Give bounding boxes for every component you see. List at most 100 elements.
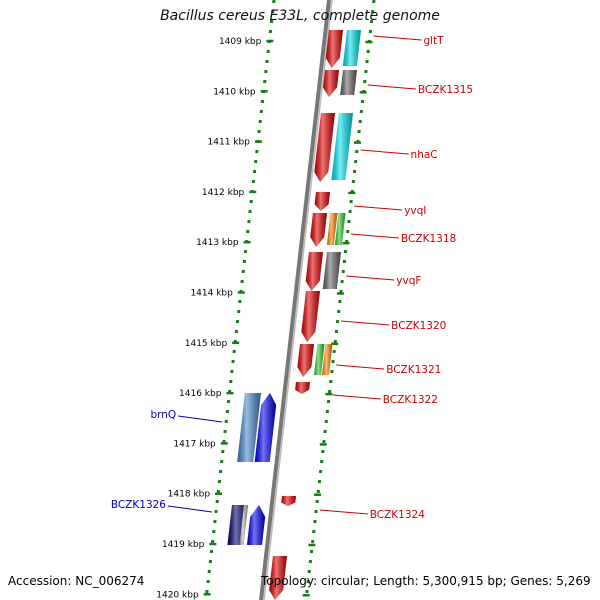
- right-genes: gltT BCZK1315 nhaC yvqI BCZK1318 yvqF BCZK1320…: [269, 30, 473, 600]
- gene-shine: [254, 393, 277, 462]
- gene-shine: [246, 505, 266, 545]
- track-shine: [340, 70, 357, 95]
- track-shine: [239, 505, 248, 545]
- tick-label: 1419 kbp: [162, 540, 205, 550]
- gene-brnq: brnQ: [150, 393, 277, 462]
- tick-label: 1410 kbp: [213, 87, 256, 97]
- map-title: Bacillus cereus E33L, complete genome: [160, 8, 440, 24]
- gene-track2: [313, 344, 325, 375]
- tick-label: 1415 kbp: [185, 339, 228, 349]
- gene-arrow: [314, 113, 335, 182]
- track-shine: [342, 30, 361, 66]
- gene-label: nhaC: [411, 149, 438, 161]
- gene-track2-stripe: [239, 505, 248, 545]
- gene-label: BCZK1320: [391, 320, 446, 332]
- gene-arrow: [323, 70, 339, 97]
- gene-track2: [237, 393, 261, 462]
- gene-leader: [341, 320, 390, 326]
- gene-track2: [322, 252, 341, 289]
- genome-axis-highlight: [263, 0, 333, 600]
- gene-label: BCZK1322: [383, 394, 438, 406]
- gene-label: BCZK1318: [401, 233, 456, 245]
- gene-shine: [323, 70, 339, 97]
- gene-leader: [350, 233, 400, 239]
- track-shine: [334, 213, 346, 245]
- gene-unnamed: [269, 556, 287, 600]
- gene-bczk1322: BCZK1322: [295, 382, 438, 406]
- track-shine: [321, 344, 333, 375]
- gene-arrow: [301, 291, 320, 342]
- gene-track2: [326, 213, 338, 245]
- gene-label: gltT: [423, 35, 444, 47]
- gene-arrow: [254, 393, 277, 462]
- gene-label: BCZK1324: [370, 509, 425, 521]
- gene-arrow: [305, 252, 323, 291]
- tick-label: 1417 kbp: [173, 439, 216, 449]
- tick-label: 1420 kbp: [156, 590, 199, 600]
- gene-leader: [367, 84, 416, 90]
- gene-shine: [269, 556, 287, 600]
- tick-label: 1409 kbp: [219, 37, 262, 47]
- track-shine: [331, 113, 353, 180]
- gene-leader: [346, 275, 395, 281]
- gene-leader: [354, 205, 403, 211]
- gene-arrow: [314, 192, 330, 211]
- gene-label: yvqI: [404, 205, 426, 217]
- gene-track2: [340, 70, 357, 95]
- gene-shine: [314, 113, 335, 182]
- gene-shine: [295, 382, 310, 394]
- gene-leader: [373, 35, 422, 41]
- genome-axis: [259, 0, 331, 600]
- left-genes: brnQ BCZK1326: [111, 393, 277, 545]
- topology-text: Topology: circular; Length: 5,300,915 bp…: [261, 574, 591, 588]
- gene-leader: [178, 415, 223, 423]
- gene-bczk1324: BCZK1324: [281, 496, 425, 521]
- gene-arrow: [269, 556, 287, 600]
- gene-track2: [342, 30, 361, 66]
- track-shine: [313, 344, 325, 375]
- gene-arrow: [295, 382, 310, 394]
- gene-bczk1320: BCZK1320: [301, 291, 446, 342]
- tick-label: 1412 kbp: [202, 188, 245, 198]
- gene-nhac: nhaC: [314, 113, 438, 182]
- gene-shine: [297, 344, 314, 377]
- gene-yvqf: yvqF: [305, 252, 421, 291]
- gene-track2: [331, 113, 353, 180]
- gene-arrow: [281, 496, 296, 506]
- track-shine: [322, 252, 341, 289]
- gene-shine: [301, 291, 320, 342]
- gene-shine: [305, 252, 323, 291]
- tick-label: 1411 kbp: [208, 138, 251, 148]
- gene-arrow: [297, 344, 314, 377]
- gene-bczk1315: BCZK1315: [323, 70, 473, 97]
- track-shine: [326, 213, 338, 245]
- gene-track3: [321, 344, 333, 375]
- gene-shine: [310, 213, 327, 247]
- gene-bczk1321: BCZK1321: [297, 344, 441, 377]
- gene-shine: [325, 30, 343, 68]
- gene-arrow: [325, 30, 343, 68]
- tick-label: 1413 kbp: [196, 238, 239, 248]
- gene-label: BCZK1326: [111, 499, 166, 511]
- gene-label: yvqF: [396, 275, 421, 287]
- gene-track3: [334, 213, 346, 245]
- gene-bczk1326: BCZK1326: [111, 499, 266, 545]
- gene-label: BCZK1321: [386, 364, 441, 376]
- gene-leader: [360, 149, 409, 155]
- tick-label: 1418 kbp: [168, 490, 211, 500]
- gene-label: brnQ: [150, 409, 176, 421]
- accession-text: Accession: NC_006274: [8, 574, 145, 588]
- gene-gltt: gltT: [325, 30, 444, 68]
- gene-label: BCZK1315: [418, 84, 473, 96]
- gene-arrow: [246, 505, 266, 545]
- gene-yvqi: yvqI: [314, 192, 426, 217]
- tick-label: 1416 kbp: [179, 389, 222, 399]
- gene-leader: [332, 394, 381, 400]
- gene-shine: [314, 192, 330, 211]
- gene-leader: [336, 364, 385, 370]
- kbp-ticks: 1409 kbp 1410 kbp 1411 kbp 1412 kbp 1413 kbp…: [156, 37, 373, 600]
- gene-leader: [319, 509, 368, 515]
- track-shine: [237, 393, 261, 462]
